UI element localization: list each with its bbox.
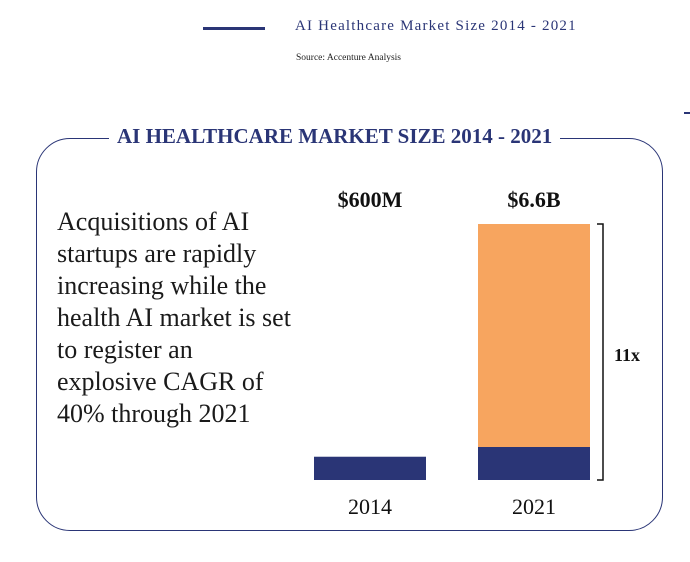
- panel-title: AI HEALTHCARE MARKET SIZE 2014 - 2021: [109, 124, 561, 149]
- category-label-2021: 2021: [512, 494, 556, 519]
- category-label-2014: 2014: [348, 494, 392, 519]
- bar-base-2014: [314, 456, 426, 480]
- data-label-2014: $600M: [338, 187, 403, 212]
- bar-base-2021: [478, 447, 590, 480]
- header-rule: [203, 27, 265, 30]
- header-title: AI Healthcare Market Size 2014 - 2021: [295, 18, 577, 34]
- bar-growth-2021: [478, 224, 590, 447]
- source-note: Source: Accenture Analysis: [296, 53, 402, 63]
- panel-statement: Acquisitions of AI startups are rapidly …: [57, 207, 291, 428]
- growth-bracket: [597, 223, 604, 481]
- data-label-2021: $6.6B: [507, 187, 561, 212]
- growth-label: 11x: [614, 345, 640, 365]
- edge-mark: [684, 112, 690, 114]
